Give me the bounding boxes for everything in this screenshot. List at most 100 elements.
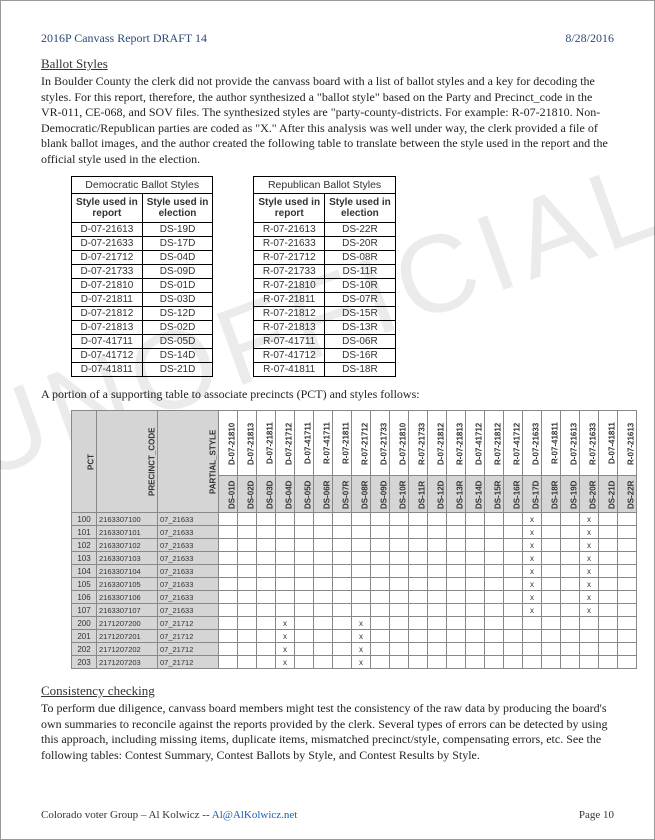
matrix-cell xyxy=(257,526,276,539)
matrix-cell xyxy=(504,578,523,591)
matrix-top-label: R-07-21712 xyxy=(352,411,371,476)
matrix-cell xyxy=(466,656,485,669)
matrix-cell xyxy=(333,604,352,617)
matrix-cell xyxy=(542,656,561,669)
matrix-cell xyxy=(485,526,504,539)
matrix-cell xyxy=(504,604,523,617)
matrix-cell: x xyxy=(580,578,599,591)
matrix-cell xyxy=(314,578,333,591)
style-report-cell: D-07-21812 xyxy=(72,306,143,320)
matrix-cell xyxy=(238,604,257,617)
matrix-cell xyxy=(219,630,238,643)
matrix-cell xyxy=(276,578,295,591)
footer-email-link[interactable]: Al@AlKolwicz.net xyxy=(212,809,298,821)
style-report-cell: D-07-41711 xyxy=(72,334,143,348)
matrix-cell xyxy=(295,578,314,591)
matrix-top-label: R-07-41712 xyxy=(504,411,523,476)
matrix-cell xyxy=(390,591,409,604)
table-row: D-07-41712DS-14D xyxy=(72,348,213,362)
matrix-code-cell: 2163307106 xyxy=(97,591,158,604)
matrix-cell xyxy=(466,578,485,591)
matrix-cell xyxy=(485,591,504,604)
matrix-top-label: D-07-21810 xyxy=(390,411,409,476)
style-election-cell: DS-10R xyxy=(325,278,396,292)
matrix-cell xyxy=(561,565,580,578)
matrix-ps-cell: 07_21633 xyxy=(158,552,219,565)
matrix-cell xyxy=(504,539,523,552)
matrix-cell xyxy=(542,591,561,604)
style-report-cell: D-07-21613 xyxy=(72,222,143,236)
style-election-cell: DS-08R xyxy=(325,250,396,264)
matrix-cell xyxy=(428,539,447,552)
matrix-cell xyxy=(333,643,352,656)
table-row: D-07-21810DS-01D xyxy=(72,278,213,292)
matrix-cell xyxy=(333,591,352,604)
matrix-cell xyxy=(219,643,238,656)
matrix-cell xyxy=(295,513,314,526)
matrix-cell: x xyxy=(352,630,371,643)
matrix-cell xyxy=(599,604,618,617)
matrix-style-label: DS-14D xyxy=(466,476,485,513)
matrix-style-label: DS-02D xyxy=(238,476,257,513)
matrix-style-label: DS-11R xyxy=(409,476,428,513)
style-election-cell: DS-13R xyxy=(325,320,396,334)
matrix-style-label: DS-03D xyxy=(257,476,276,513)
matrix-pct-cell: 100 xyxy=(72,513,97,526)
matrix-cell xyxy=(504,565,523,578)
matrix-row: 104216330710407_21633xx xyxy=(72,565,637,578)
matrix-cell xyxy=(352,539,371,552)
matrix-ps-cell: 07_21712 xyxy=(158,656,219,669)
matrix-cell xyxy=(599,643,618,656)
matrix-cell xyxy=(542,630,561,643)
matrix-row: 103216330710307_21633xx xyxy=(72,552,637,565)
matrix-cell xyxy=(390,604,409,617)
table-row: R-07-21733DS-11R xyxy=(254,264,395,278)
matrix-top-label: D-07-41712 xyxy=(466,411,485,476)
matrix-cell xyxy=(447,552,466,565)
table-row: D-07-21811DS-03D xyxy=(72,292,213,306)
style-report-cell: D-07-41811 xyxy=(72,362,143,376)
matrix-cell xyxy=(504,617,523,630)
matrix-row: 105216330710507_21633xx xyxy=(72,578,637,591)
style-election-cell: DS-07R xyxy=(325,292,396,306)
matrix-cell xyxy=(485,643,504,656)
style-election-cell: DS-20R xyxy=(325,236,396,250)
matrix-cell xyxy=(466,526,485,539)
matrix-cell: x xyxy=(276,617,295,630)
style-election-cell: DS-05D xyxy=(142,334,213,348)
matrix-cell xyxy=(276,565,295,578)
matrix-cell xyxy=(371,552,390,565)
matrix-cell xyxy=(428,656,447,669)
matrix-cell xyxy=(371,591,390,604)
matrix-code-cell: 2163307103 xyxy=(97,552,158,565)
matrix-cell xyxy=(314,591,333,604)
matrix-cell xyxy=(599,617,618,630)
matrix-cell xyxy=(580,643,599,656)
matrix-cell xyxy=(390,578,409,591)
matrix-cell xyxy=(561,643,580,656)
table-col-header: Style used inelection xyxy=(142,193,213,222)
footer-page-number: Page 10 xyxy=(579,809,614,821)
matrix-ps-cell: 07_21633 xyxy=(158,539,219,552)
matrix-cell xyxy=(561,591,580,604)
matrix-cell xyxy=(447,565,466,578)
page: UNOFFICIAL 2016P Canvass Report DRAFT 14… xyxy=(0,0,655,840)
matrix-cell xyxy=(409,604,428,617)
matrix-cell xyxy=(428,513,447,526)
matrix-cell xyxy=(257,656,276,669)
matrix-pct-cell: 102 xyxy=(72,539,97,552)
matrix-cell xyxy=(523,656,542,669)
matrix-cell xyxy=(371,578,390,591)
style-election-cell: DS-01D xyxy=(142,278,213,292)
matrix-cell xyxy=(257,578,276,591)
matrix-cell xyxy=(333,513,352,526)
style-report-cell: R-07-41811 xyxy=(254,362,325,376)
matrix-cell xyxy=(428,526,447,539)
matrix-ps-cell: 07_21633 xyxy=(158,526,219,539)
matrix-cell: x xyxy=(352,643,371,656)
matrix-cell xyxy=(333,565,352,578)
matrix-style-label: DS-18R xyxy=(542,476,561,513)
matrix-cell: x xyxy=(580,591,599,604)
matrix-cell xyxy=(599,565,618,578)
matrix-cell xyxy=(352,552,371,565)
